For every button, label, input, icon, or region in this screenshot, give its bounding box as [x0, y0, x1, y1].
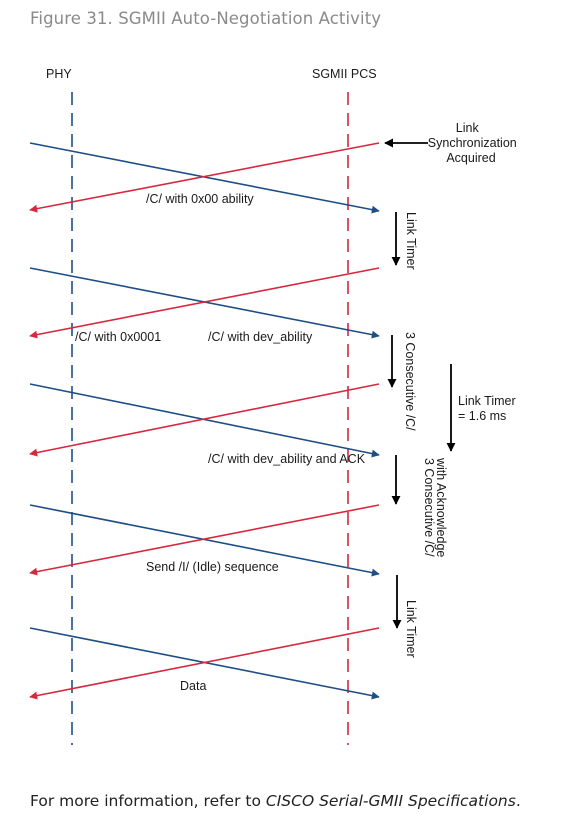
pcs-message-1 — [29, 142, 380, 213]
label-data: Data — [180, 679, 206, 693]
pcs-message-4 — [29, 504, 380, 576]
spec-reference: CISCO Serial-GMII Specifications — [265, 792, 516, 810]
label-idle: Send /I/ (Idle) sequence — [146, 560, 279, 574]
footer-suffix: . — [515, 792, 521, 810]
link-timer-label-1: Link Timer — [404, 212, 418, 270]
label-dev-ability-ack: /C/ with dev_ability and ACK — [208, 452, 366, 466]
phy-label: PHY — [46, 67, 72, 81]
label-c-0x00: /C/ with 0x00 ability — [146, 192, 254, 206]
pcs-message-5 — [29, 627, 380, 700]
footer-prefix: For more information, refer to — [30, 792, 266, 810]
consecutive-c-label: 3 Consecutive /C/ — [403, 332, 417, 431]
pcs-message-2 — [29, 267, 380, 339]
figure-title: Figure 31. SGMII Auto-Negotiation Activi… — [30, 9, 382, 28]
link-timer-label-2: Link Timer — [404, 600, 418, 658]
pcs-message-3 — [29, 383, 380, 457]
pcs-label: SGMII PCS — [312, 67, 377, 81]
link-sync-label: Link Synchronization Acquired — [428, 121, 520, 165]
consecutive-ack-label: 3 Consecutive /C/ with Acknowledge — [422, 457, 448, 560]
footer-note: For more information, refer to CISCO Ser… — [30, 792, 521, 810]
sgmii-sequence-diagram: PHY SGMII PCS /C/ with 0x00 ability /C/ … — [29, 67, 520, 745]
label-dev-ability: /C/ with dev_ability — [208, 330, 313, 344]
link-timer-long-label: Link Timer = 1.6 ms — [458, 394, 519, 423]
label-c-0x0001: /C/ with 0x0001 — [75, 330, 161, 344]
